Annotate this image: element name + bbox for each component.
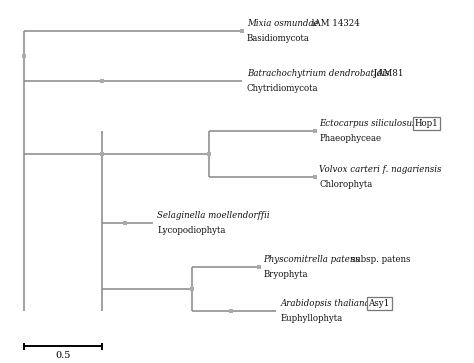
- Text: Asy1: Asy1: [368, 299, 390, 308]
- Text: Arabidopsis thaliana: Arabidopsis thaliana: [280, 299, 370, 308]
- Text: Chlorophyta: Chlorophyta: [319, 180, 373, 189]
- Text: Selaginella moellendorffii: Selaginella moellendorffii: [157, 211, 270, 220]
- Text: Lycopodiophyta: Lycopodiophyta: [157, 226, 226, 235]
- Text: Bryophyta: Bryophyta: [264, 270, 308, 279]
- Text: Basidiomycota: Basidiomycota: [246, 34, 310, 42]
- Text: Phaeophyceae: Phaeophyceae: [319, 134, 382, 143]
- Text: Euphyllophyta: Euphyllophyta: [280, 314, 342, 323]
- Text: subsp. patens: subsp. patens: [348, 255, 410, 264]
- Text: Chytridiomycota: Chytridiomycota: [246, 84, 318, 93]
- Text: 0.5: 0.5: [55, 351, 71, 360]
- Text: Hop1: Hop1: [414, 119, 438, 128]
- Text: JAM81: JAM81: [371, 69, 403, 78]
- Text: Ectocarpus siliculosus: Ectocarpus siliculosus: [319, 119, 417, 128]
- Text: Physcomitrella patens: Physcomitrella patens: [264, 255, 360, 264]
- Text: lAM 14324: lAM 14324: [309, 19, 360, 28]
- Text: Mixia osmundae: Mixia osmundae: [246, 19, 319, 28]
- Text: Volvox carteri f. nagariensis: Volvox carteri f. nagariensis: [319, 165, 442, 174]
- Text: Batrachochytrium dendrobatidis: Batrachochytrium dendrobatidis: [246, 69, 389, 78]
